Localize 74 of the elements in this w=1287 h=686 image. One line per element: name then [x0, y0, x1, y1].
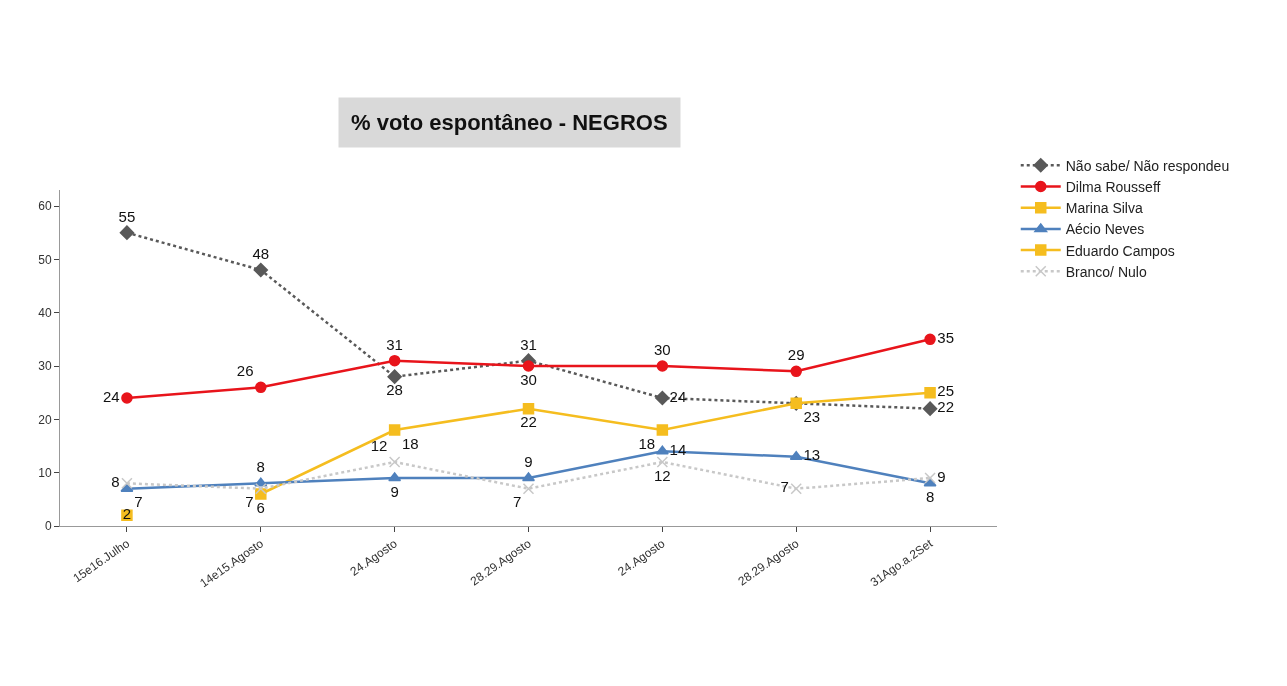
- data-label: 30: [654, 341, 671, 358]
- point: [656, 456, 669, 468]
- point: [121, 392, 133, 404]
- point: [255, 482, 267, 495]
- point: [121, 477, 133, 490]
- point: [522, 402, 535, 415]
- point: [656, 360, 669, 372]
- y-tick-label: 50: [38, 252, 52, 267]
- point: [922, 401, 938, 416]
- data-label: 48: [252, 245, 270, 262]
- data-label: 12: [654, 466, 671, 484]
- data-label: 24: [669, 387, 687, 405]
- point: [255, 381, 267, 394]
- point: [790, 482, 802, 495]
- legend-label: Dilma Rousseff: [1065, 178, 1161, 195]
- point: [388, 424, 401, 436]
- data-label: 8: [925, 487, 935, 505]
- data-label: 29: [787, 346, 805, 364]
- point: [387, 369, 402, 384]
- data-label: 25: [937, 382, 955, 400]
- y-tick-label: 60: [38, 199, 52, 214]
- y-tick-label: 0: [44, 519, 52, 534]
- data-label: 8: [111, 473, 120, 491]
- point: [923, 477, 937, 487]
- data-label: 35: [937, 329, 955, 347]
- data-label: 2: [122, 505, 132, 523]
- data-label: 12: [370, 437, 388, 454]
- point: [655, 390, 670, 406]
- legend-label: Aécio Neves: [1065, 221, 1145, 238]
- point: [789, 450, 803, 460]
- y-tick-label: 20: [38, 412, 52, 427]
- point: [253, 262, 269, 278]
- point: [522, 360, 535, 372]
- data-label: 26: [236, 362, 254, 380]
- y-tick-label: 30: [38, 359, 52, 374]
- point: [388, 456, 401, 468]
- data-label: 18: [638, 434, 656, 452]
- data-label: 22: [520, 413, 537, 431]
- point: [924, 333, 936, 346]
- point: [924, 472, 936, 484]
- data-label: 55: [118, 207, 136, 225]
- data-label: 7: [512, 493, 522, 511]
- data-label: 9: [524, 453, 533, 470]
- data-label: 31: [386, 335, 403, 353]
- data-label: 24: [102, 387, 120, 405]
- data-label: 7: [134, 493, 143, 511]
- legend-label: Não sabe/ Não respondeu: [1065, 157, 1230, 174]
- data-label: 23: [803, 407, 821, 425]
- point: [790, 365, 802, 378]
- data-label: 22: [937, 398, 955, 416]
- y-tick-label: 40: [38, 305, 52, 320]
- data-label: 7: [780, 478, 789, 496]
- data-label: 6: [256, 498, 265, 516]
- point: [924, 386, 936, 399]
- data-label: 9: [390, 482, 399, 500]
- data-label: 8: [256, 458, 265, 476]
- legend-label: Marina Silva: [1065, 200, 1143, 217]
- legend-label: Branco/ Nulo: [1065, 263, 1147, 280]
- data-label: 31: [520, 335, 537, 353]
- point: [656, 424, 669, 436]
- y-tick-label: 10: [38, 465, 52, 480]
- data-label: 7: [245, 493, 254, 511]
- point: [655, 445, 669, 455]
- data-label: 13: [803, 446, 821, 464]
- point: [119, 225, 135, 240]
- point: [388, 354, 401, 367]
- point: [388, 472, 402, 482]
- data-label: 30: [520, 370, 537, 388]
- data-label: 28: [386, 381, 403, 399]
- chart-title: % voto espontâneo - NEGROS: [351, 110, 668, 135]
- legend-label: Eduardo Campos: [1065, 242, 1175, 259]
- data-label: 18: [401, 434, 419, 452]
- point: [522, 482, 535, 495]
- data-label: 9: [937, 467, 946, 485]
